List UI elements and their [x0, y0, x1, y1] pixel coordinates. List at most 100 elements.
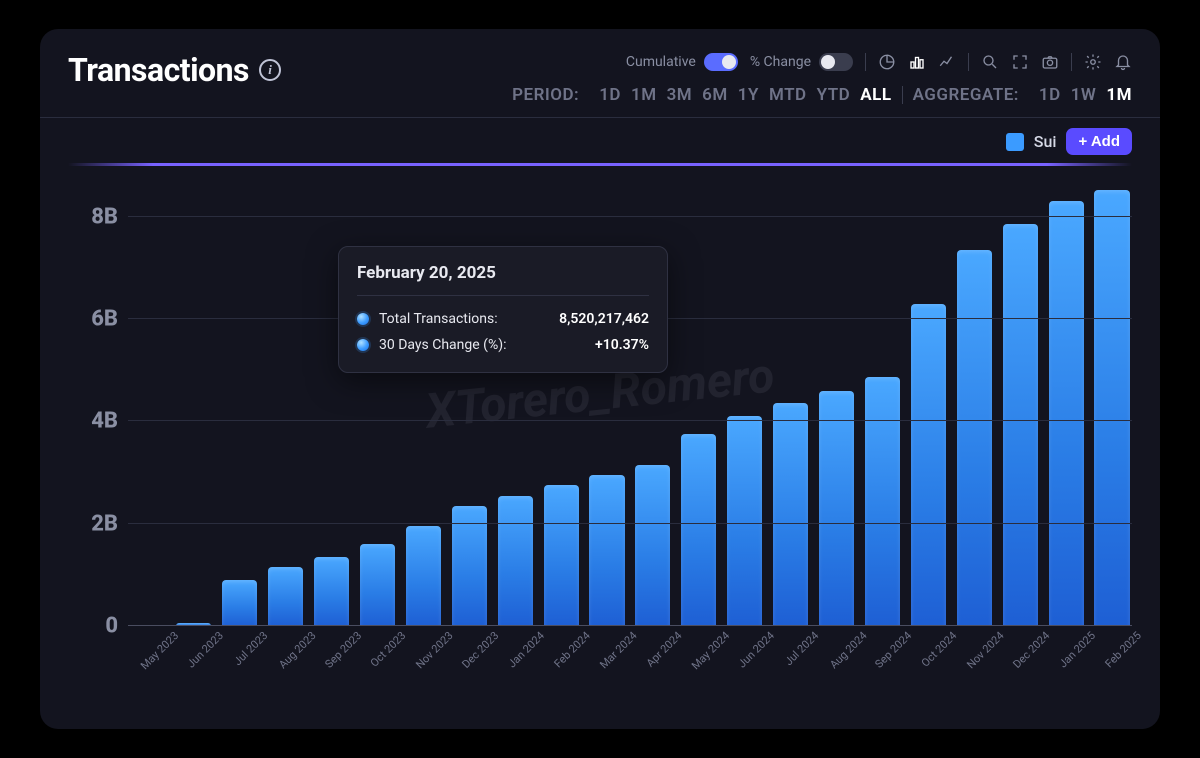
x-axis-label: Jun 2023 [184, 629, 225, 670]
header-row: Transactions i Cumulative % Change [40, 29, 1160, 105]
bar[interactable] [819, 391, 854, 626]
period-option-mtd[interactable]: MTD [769, 85, 807, 105]
cumulative-label: Cumulative [626, 54, 696, 70]
x-axis-baseline [128, 625, 1132, 626]
bar-slot: Feb 2025 [1092, 186, 1132, 626]
bar[interactable] [773, 403, 808, 626]
period-option-all[interactable]: ALL [860, 85, 891, 105]
x-axis-label: Dec 2024 [1011, 629, 1053, 671]
x-axis-label: May 2023 [138, 629, 181, 672]
bar[interactable] [865, 377, 900, 626]
period-option-1m[interactable]: 1M [631, 85, 657, 105]
tooltip-row: 30 Days Change (%): +10.37% [357, 332, 649, 358]
bar[interactable] [360, 544, 395, 626]
bar[interactable] [222, 580, 257, 626]
bar-slot: May 2024 [679, 186, 719, 626]
aggregate-option-1w[interactable]: 1W [1071, 85, 1097, 105]
x-axis-label: Oct 2023 [368, 629, 409, 670]
x-axis-label: Nov 2023 [414, 629, 456, 671]
camera-icon[interactable] [1041, 53, 1059, 71]
period-option-ytd[interactable]: YTD [817, 85, 851, 105]
bar[interactable] [498, 496, 533, 626]
pct-change-switch[interactable] [819, 53, 853, 71]
bar-slot: Jan 2025 [1046, 186, 1086, 626]
bar-slot: Jul 2024 [771, 186, 811, 626]
tooltip-date: February 20, 2025 [357, 263, 649, 296]
bar-slot: Aug 2024 [817, 186, 857, 626]
period-option-1y[interactable]: 1Y [738, 85, 759, 105]
bar[interactable] [635, 465, 670, 626]
accent-line [68, 163, 1132, 166]
period-option-6m[interactable]: 6M [702, 85, 728, 105]
x-axis-label: Feb 2025 [1103, 629, 1144, 670]
bar[interactable] [911, 304, 946, 626]
bar[interactable] [589, 475, 624, 626]
fullscreen-icon[interactable] [1011, 53, 1029, 71]
tooltip-row-value: 8,520,217,462 [559, 311, 649, 327]
cumulative-switch[interactable] [704, 53, 738, 71]
bar[interactable] [727, 416, 762, 626]
bar[interactable] [1003, 224, 1038, 626]
x-axis-label: Aug 2024 [827, 629, 869, 671]
bar-slot: Jun 2024 [725, 186, 765, 626]
bar-slot: May 2023 [128, 186, 168, 626]
x-axis-label: Feb 2024 [552, 629, 593, 670]
x-axis-label: Jul 2023 [231, 629, 270, 668]
gear-icon[interactable] [1084, 53, 1102, 71]
y-axis-label: 2B [68, 511, 118, 536]
x-axis-label: Sep 2023 [322, 629, 364, 671]
x-axis-label: Jun 2024 [735, 629, 776, 670]
tooltip-row-label: 30 Days Change (%): [379, 337, 506, 353]
tooltip-row-value: +10.37% [595, 337, 649, 353]
bar[interactable] [681, 434, 716, 626]
x-axis-label: Nov 2024 [965, 629, 1007, 671]
bell-icon[interactable] [1114, 53, 1132, 71]
legend-swatch-sui [1006, 133, 1024, 151]
separator [1071, 53, 1072, 71]
x-axis-label: Apr 2024 [644, 629, 685, 670]
x-axis-label: May 2024 [689, 629, 732, 672]
line-chart-icon[interactable] [938, 53, 956, 71]
cumulative-toggle-group: Cumulative [626, 53, 738, 71]
gridline [128, 216, 1132, 217]
aggregate-option-1m[interactable]: 1M [1106, 85, 1132, 105]
info-icon[interactable]: i [259, 59, 281, 81]
x-axis-label: Jan 2024 [506, 629, 547, 670]
bar-slot: Oct 2024 [908, 186, 948, 626]
tooltip-row: Total Transactions:8,520,217,462 [357, 306, 649, 332]
transactions-card: Transactions i Cumulative % Change [40, 29, 1160, 729]
chart-tooltip: February 20, 2025 Total Transactions:8,5… [338, 246, 668, 373]
bar-slot: Dec 2024 [1000, 186, 1040, 626]
bar[interactable] [544, 485, 579, 626]
bar[interactable] [406, 526, 441, 626]
separator [902, 86, 903, 104]
bar[interactable] [314, 557, 349, 626]
period-option-3m[interactable]: 3M [667, 85, 693, 105]
aggregate-option-1d[interactable]: 1D [1039, 85, 1061, 105]
gridline [128, 523, 1132, 524]
bar-slot: Sep 2024 [863, 186, 903, 626]
x-axis-label: Oct 2024 [919, 629, 960, 670]
y-axis-label: 6B [68, 307, 118, 332]
period-aggregate-row: PERIOD: 1D1M3M6M1YMTDYTDALL AGGREGATE: 1… [512, 85, 1132, 105]
x-axis-label: Sep 2024 [873, 629, 915, 671]
bar[interactable] [452, 506, 487, 626]
y-axis-label: 4B [68, 409, 118, 434]
bar[interactable] [1094, 190, 1129, 626]
bar-slot: Jun 2023 [174, 186, 214, 626]
search-icon[interactable] [981, 53, 999, 71]
y-axis-label: 0 [68, 614, 118, 639]
pct-change-toggle-group: % Change [750, 53, 853, 71]
page-title: Transactions [68, 51, 249, 89]
bar-slot: Aug 2023 [266, 186, 306, 626]
toolbar-row: Cumulative % Change [626, 53, 1132, 71]
bar[interactable] [1049, 201, 1084, 626]
bar[interactable] [268, 567, 303, 626]
bar[interactable] [957, 250, 992, 626]
bar-slot: Jul 2023 [220, 186, 260, 626]
period-option-1d[interactable]: 1D [599, 85, 621, 105]
bar-chart-icon[interactable] [908, 53, 926, 71]
pie-chart-icon[interactable] [878, 53, 896, 71]
x-axis-label: Jul 2024 [782, 629, 821, 668]
add-series-button[interactable]: + Add [1066, 128, 1132, 155]
